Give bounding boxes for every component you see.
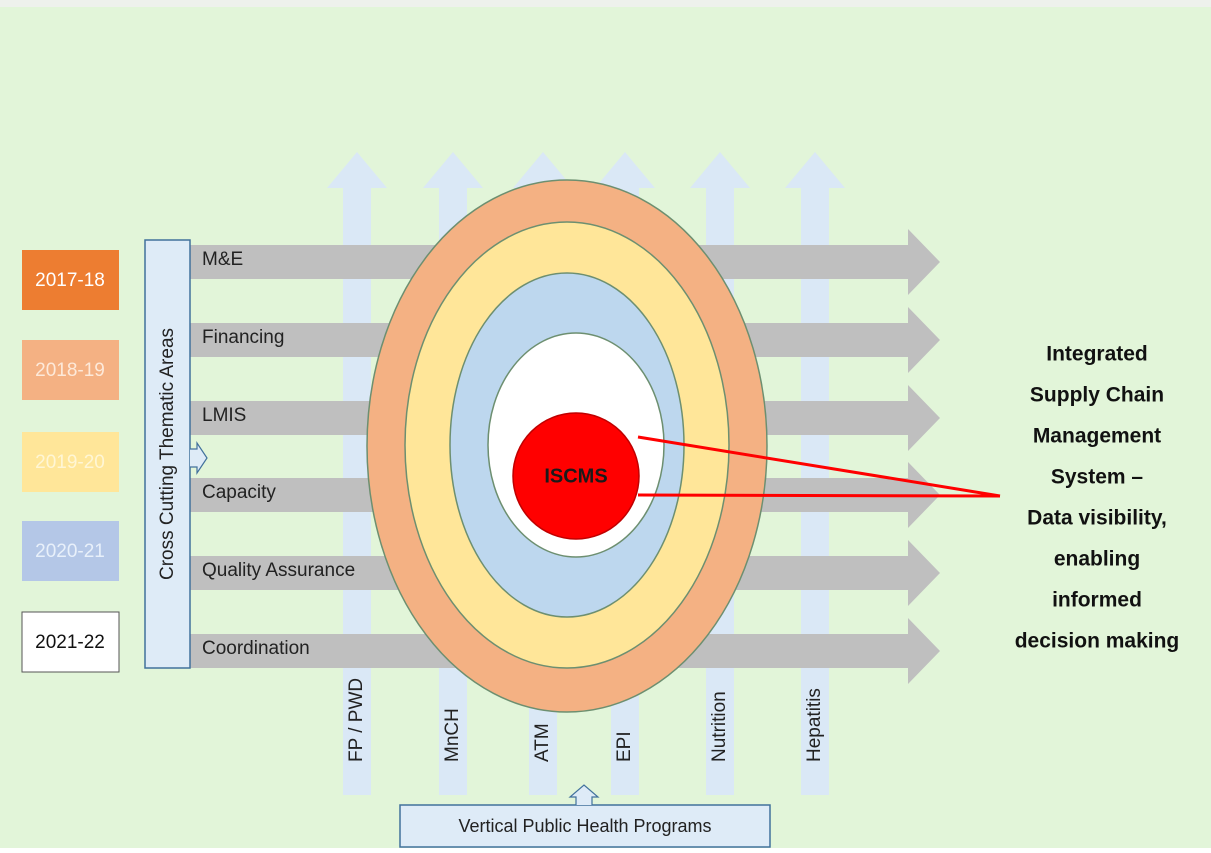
description-line: Supply Chain bbox=[1030, 384, 1164, 407]
thematic-label: LMIS bbox=[202, 405, 246, 426]
description-line: informed bbox=[1052, 589, 1142, 612]
thematic-label: Capacity bbox=[202, 482, 276, 503]
program-arrow bbox=[785, 152, 845, 795]
vertical-arrow bbox=[568, 784, 600, 805]
program-label: ATM bbox=[532, 723, 553, 762]
callout-line bbox=[637, 435, 1001, 498]
callout-line bbox=[637, 493, 1001, 498]
program-label: Hepatitis bbox=[804, 688, 825, 762]
description-line: enabling bbox=[1054, 548, 1140, 571]
thematic-label: Quality Assurance bbox=[202, 560, 355, 581]
legend-label: 2021-22 bbox=[35, 632, 105, 653]
description-line: System – bbox=[1051, 466, 1144, 489]
thematic-label: Financing bbox=[202, 327, 284, 348]
cross-cutting-box bbox=[144, 239, 191, 669]
program-label: Nutrition bbox=[709, 691, 730, 762]
legend-swatch bbox=[21, 611, 120, 673]
legend-swatch bbox=[22, 340, 119, 400]
program-label: FP / PWD bbox=[346, 678, 367, 762]
program-label: EPI bbox=[614, 731, 635, 762]
center-circle bbox=[512, 412, 640, 540]
thematic-label: Coordination bbox=[202, 638, 310, 659]
center-label: ISCMS bbox=[544, 465, 607, 487]
vertical-box bbox=[399, 804, 771, 848]
program-label: MnCH bbox=[442, 708, 463, 762]
legend-swatch bbox=[22, 521, 119, 581]
legend-label: 2018-19 bbox=[35, 360, 105, 381]
legend-swatch bbox=[22, 432, 119, 492]
thematic-label: M&E bbox=[202, 249, 243, 270]
legend-swatch bbox=[22, 250, 119, 310]
description-line: Data visibility, bbox=[1027, 507, 1167, 530]
cross-cutting-arrow bbox=[190, 441, 208, 475]
legend-label: 2020-21 bbox=[35, 541, 105, 562]
legend-label: 2017-18 bbox=[35, 270, 105, 291]
description: Integrated Supply Chain Management System –… bbox=[1015, 343, 1180, 653]
description-line: Management bbox=[1033, 425, 1161, 448]
description-line: Integrated bbox=[1046, 343, 1148, 366]
program-arrow bbox=[327, 152, 387, 795]
legend: 2017-18 2018-19 2019-20 2020-21 2021-22 bbox=[21, 250, 120, 673]
description-line: decision making bbox=[1015, 630, 1180, 653]
cross-cutting-label: Cross Cutting Thematic Areas bbox=[157, 328, 178, 580]
legend-label: 2019-20 bbox=[35, 452, 105, 473]
vertical-label: Vertical Public Health Programs bbox=[458, 816, 711, 836]
top-bar bbox=[0, 0, 1211, 7]
